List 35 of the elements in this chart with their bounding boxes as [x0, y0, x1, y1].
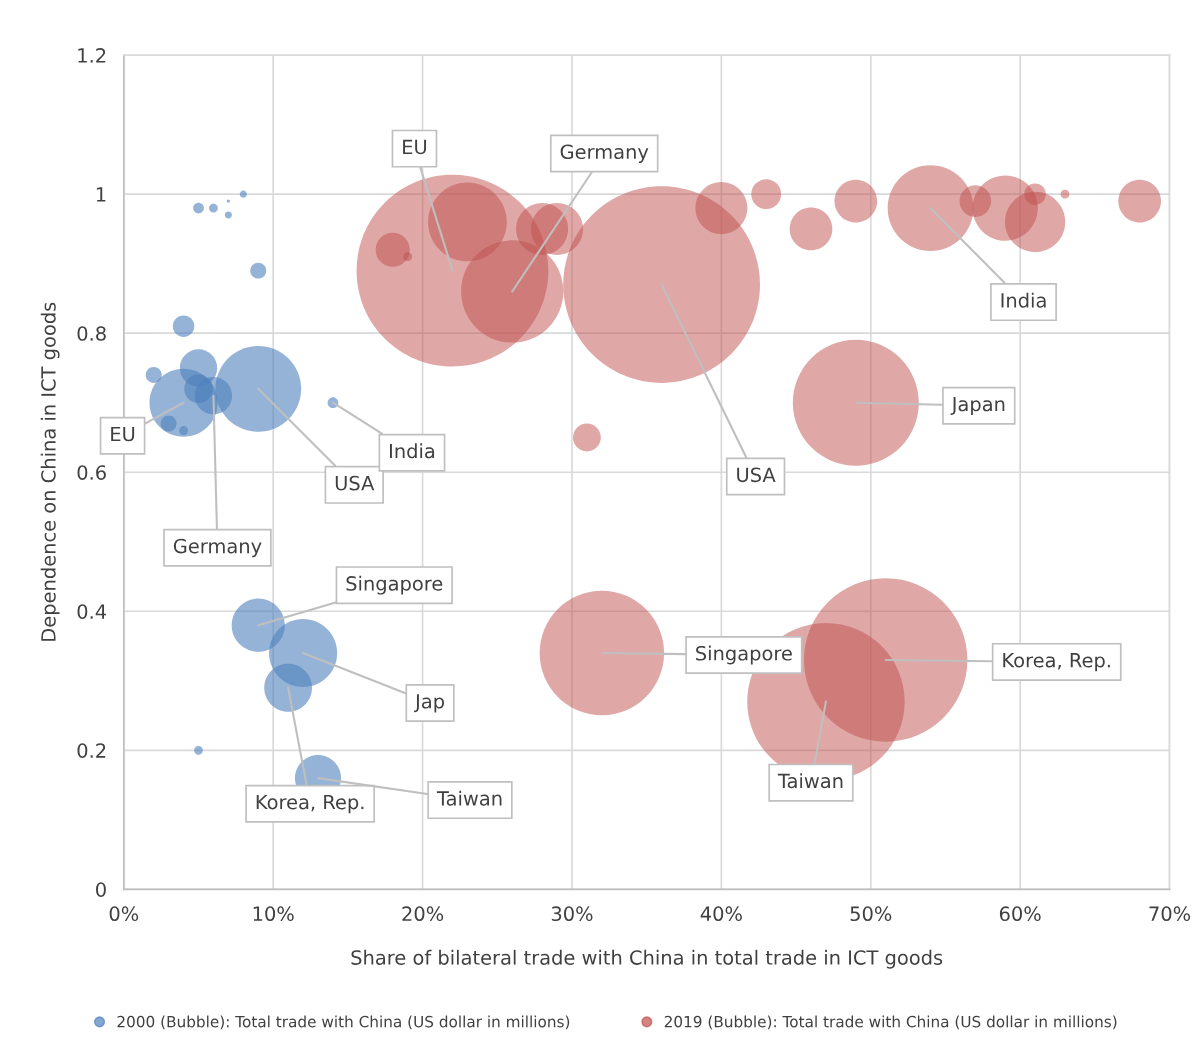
- annotation: Germany: [173, 538, 262, 558]
- annotation: Taiwan: [777, 773, 843, 789]
- annotation: Taiwan: [436, 790, 502, 806]
- y-tick-label: 0.6: [77, 465, 106, 480]
- y-tick-label: 1.2: [78, 48, 106, 63]
- legend-label: 2000 (Bubble): Total trade with China (US dollar in millions): [117, 1015, 570, 1030]
- annotation: Germany: [560, 144, 649, 163]
- y-tick-label: 0.4: [77, 604, 107, 619]
- y-tick-label: 0: [96, 882, 106, 897]
- annotation: USA: [335, 475, 375, 491]
- y-tick-label: 1: [96, 187, 106, 202]
- x-tick-label: 10%: [253, 906, 294, 922]
- annotation: Korea, Rep.: [256, 794, 364, 814]
- y-axis-title: Dependence on China in ICT goods: [40, 302, 60, 641]
- annotation: EU: [403, 139, 427, 155]
- x-tick-label: 50%: [850, 906, 892, 922]
- x-axis-title: Share of bilateral trade with China in total trade in ICT goods: [351, 949, 943, 969]
- annotation: India: [1001, 292, 1046, 308]
- annotation: USA: [737, 467, 776, 483]
- x-tick-label: 40%: [700, 906, 742, 922]
- y-tick-label: 0.2: [77, 743, 106, 758]
- x-tick-label: 20%: [402, 906, 444, 922]
- annotation: EU: [111, 426, 135, 442]
- annotation: Japan: [950, 396, 1005, 416]
- annotation: Korea, Rep.: [1003, 653, 1110, 672]
- annotation: Singapore: [696, 645, 792, 665]
- annotation: Singapore: [346, 575, 443, 595]
- annotation: Jap: [414, 694, 445, 713]
- x-tick-label: 60%: [999, 906, 1041, 922]
- x-tick-label: 0%: [109, 906, 139, 922]
- x-tick-label: 70%: [1149, 906, 1191, 922]
- y-tick-label: 0.8: [77, 326, 106, 341]
- annotation: India: [390, 443, 435, 459]
- x-tick-label: 30%: [551, 906, 593, 922]
- legend-label: 2019 (Bubble): Total trade with China (US dollar in millions): [664, 1015, 1117, 1030]
